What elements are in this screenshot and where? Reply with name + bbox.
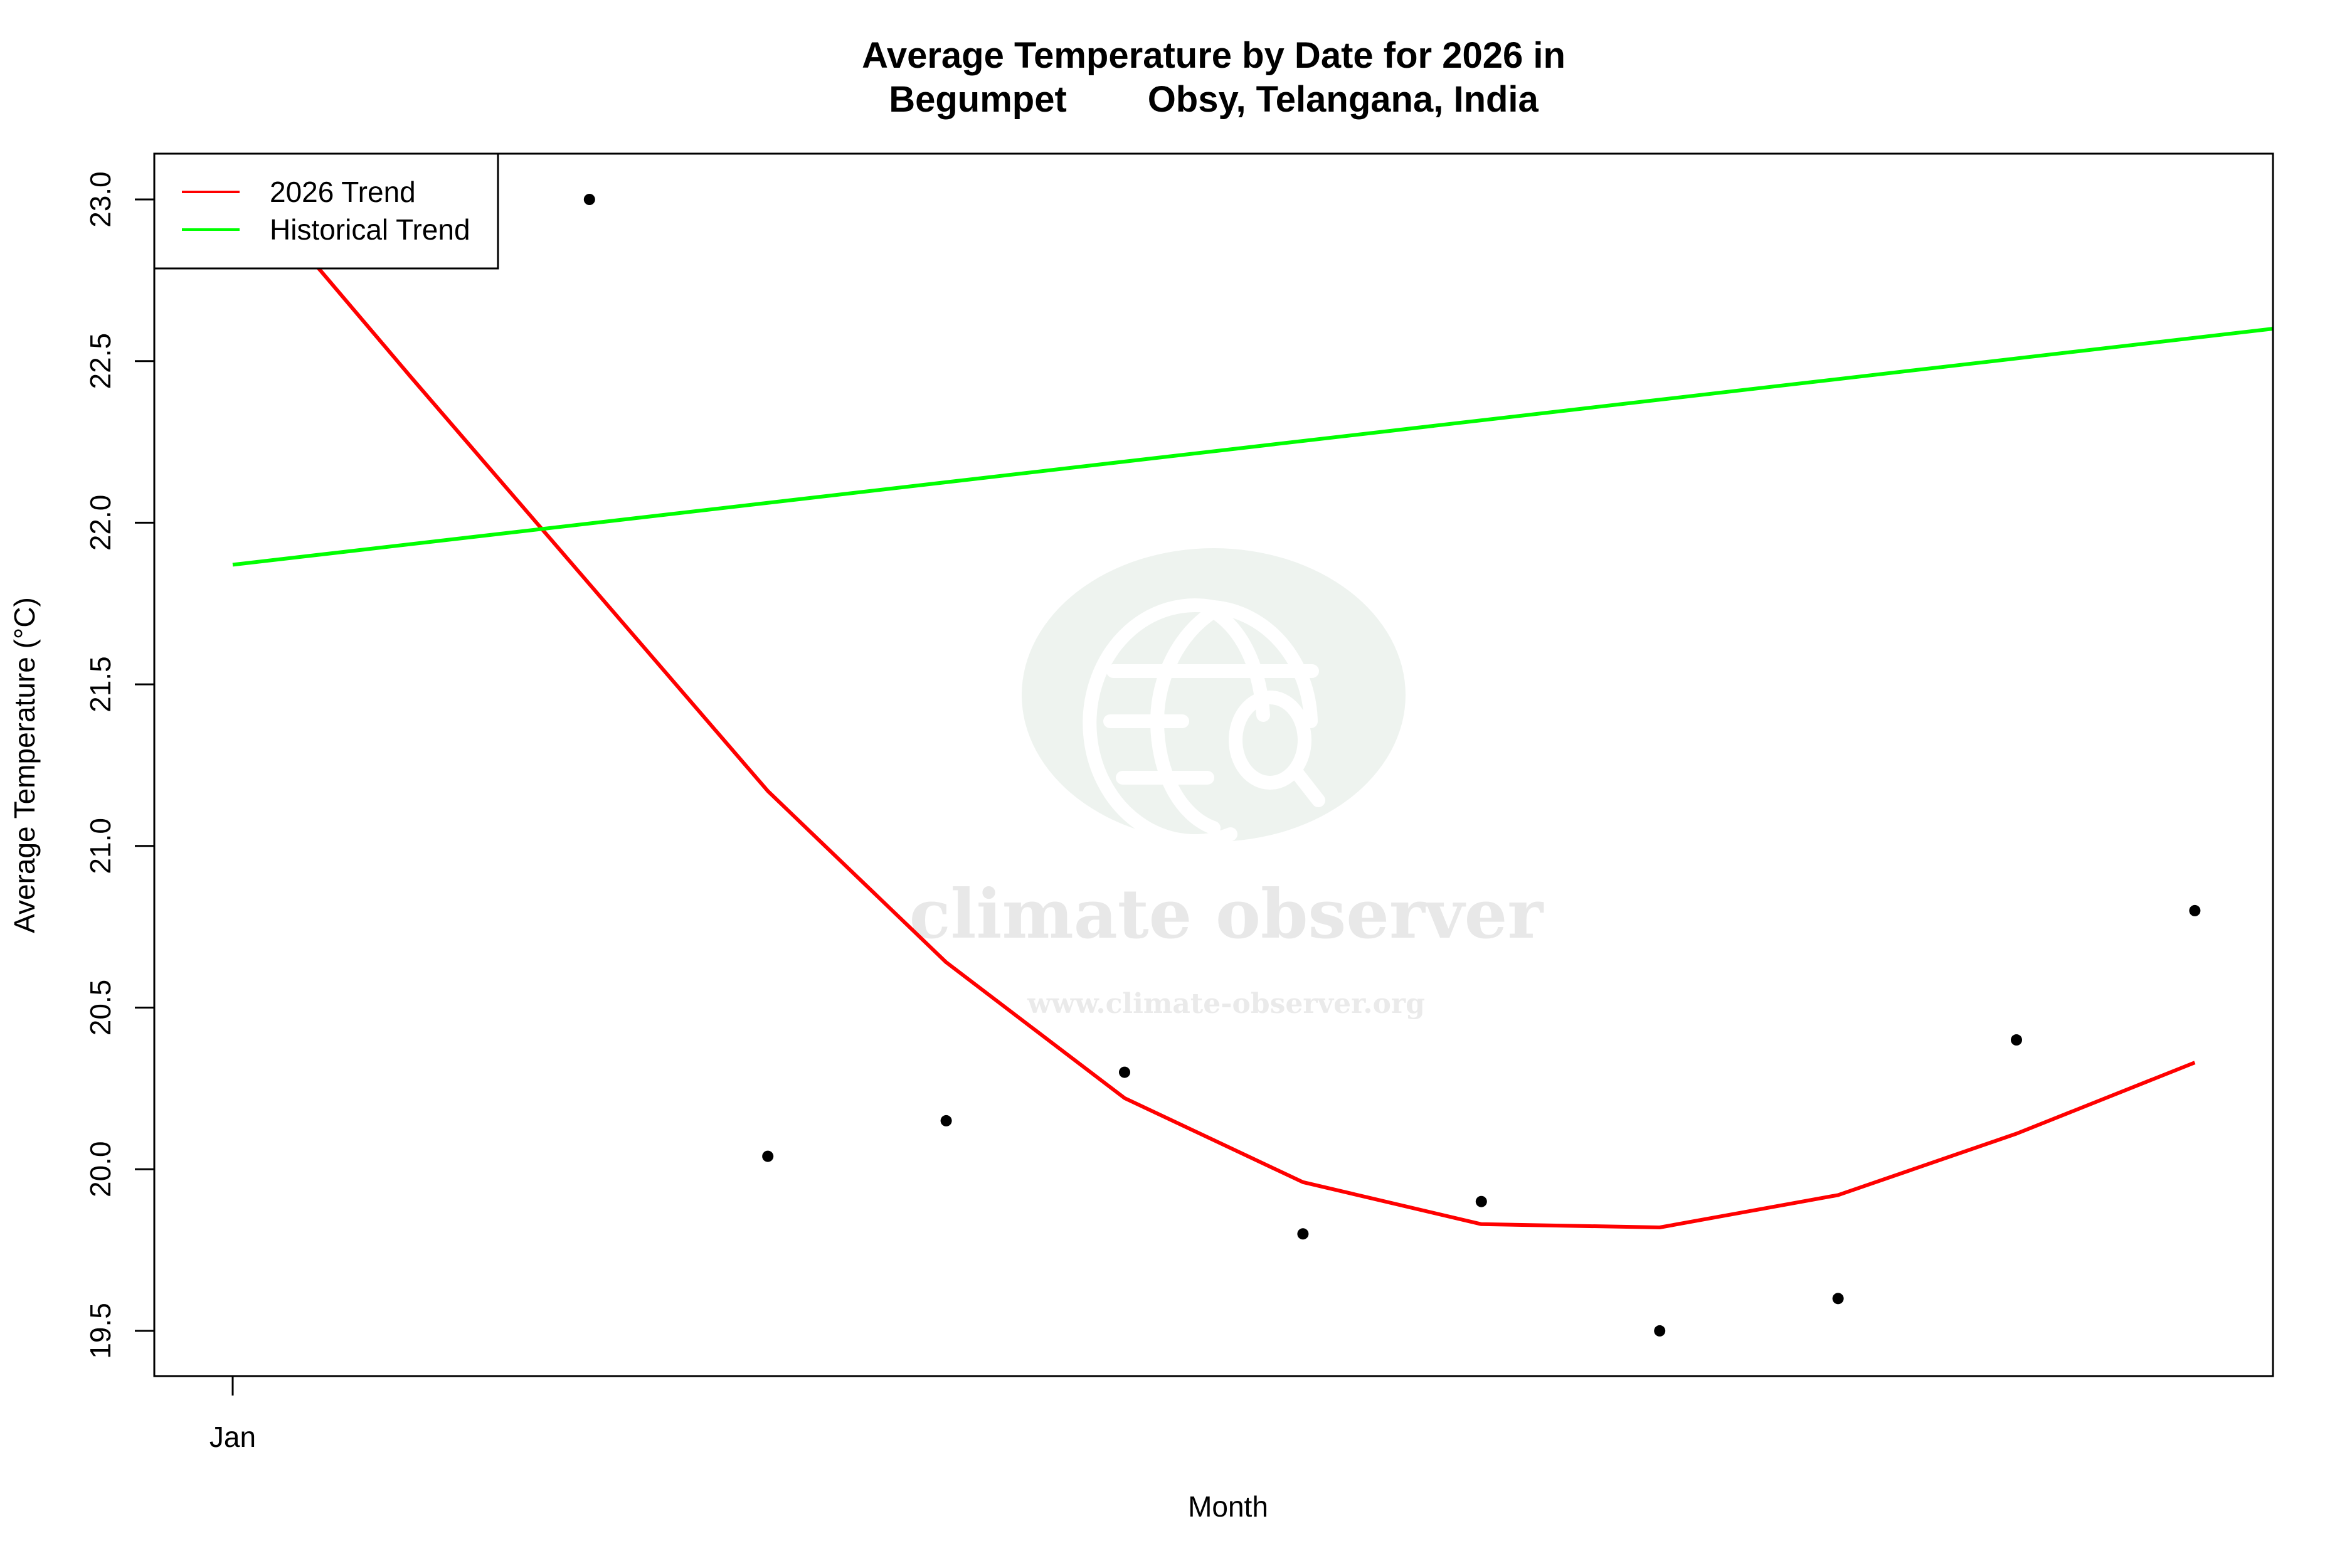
globe-search-icon [1083, 598, 1325, 849]
watermark-badge [1022, 548, 1406, 842]
y-tick-label: 22.0 [84, 495, 117, 551]
chart-subtitle: Begumpet Obsy, Telangana, India [889, 79, 1539, 120]
x-axis: Jan [209, 1376, 256, 1453]
y-tick-label: 20.5 [84, 980, 117, 1036]
data-points [583, 194, 2201, 1337]
data-point [1832, 1293, 1844, 1305]
y-axis: 19.5 20.0 20.5 21.0 21.5 22.0 22.5 23.0 [84, 171, 154, 1359]
data-point [2189, 904, 2201, 916]
data-point [583, 194, 595, 205]
legend: 2026 Trend Historical Trend [153, 152, 499, 270]
y-tick-label: 19.5 [84, 1303, 117, 1359]
x-tick-label-jan: Jan [209, 1421, 256, 1453]
data-point [2011, 1034, 2022, 1046]
data-point [940, 1115, 952, 1126]
data-point [1297, 1228, 1309, 1240]
data-point [1475, 1195, 1487, 1207]
watermark: climate observer www.climate-observer.or… [909, 548, 1545, 1020]
trend-lines [231, 166, 2273, 1229]
data-point [1119, 1066, 1130, 1078]
y-tick-label: 21.0 [84, 818, 117, 874]
y-tick-label: 21.5 [84, 656, 117, 712]
data-point [762, 1150, 774, 1162]
plot-area-border [153, 152, 2274, 1377]
watermark-url: www.climate-observer.org [1027, 988, 1425, 1020]
y-tick-label: 23.0 [84, 171, 117, 228]
trend-line-historical [232, 327, 2273, 567]
data-point [1654, 1325, 1666, 1337]
watermark-title: climate observer [909, 875, 1545, 954]
legend-box [153, 152, 499, 270]
y-tick-label: 22.5 [84, 333, 117, 389]
y-axis-title: Average Temperature (°C) [8, 597, 41, 933]
chart-title: Average Temperature by Date for 2026 in [862, 35, 1565, 76]
legend-label-historical-trend: Historical Trend [270, 213, 470, 246]
y-tick-label: 20.0 [84, 1141, 117, 1197]
trend-line-2026 [231, 166, 2196, 1229]
x-axis-title: Month [1188, 1490, 1268, 1523]
legend-label-2026-trend: 2026 Trend [270, 176, 416, 208]
